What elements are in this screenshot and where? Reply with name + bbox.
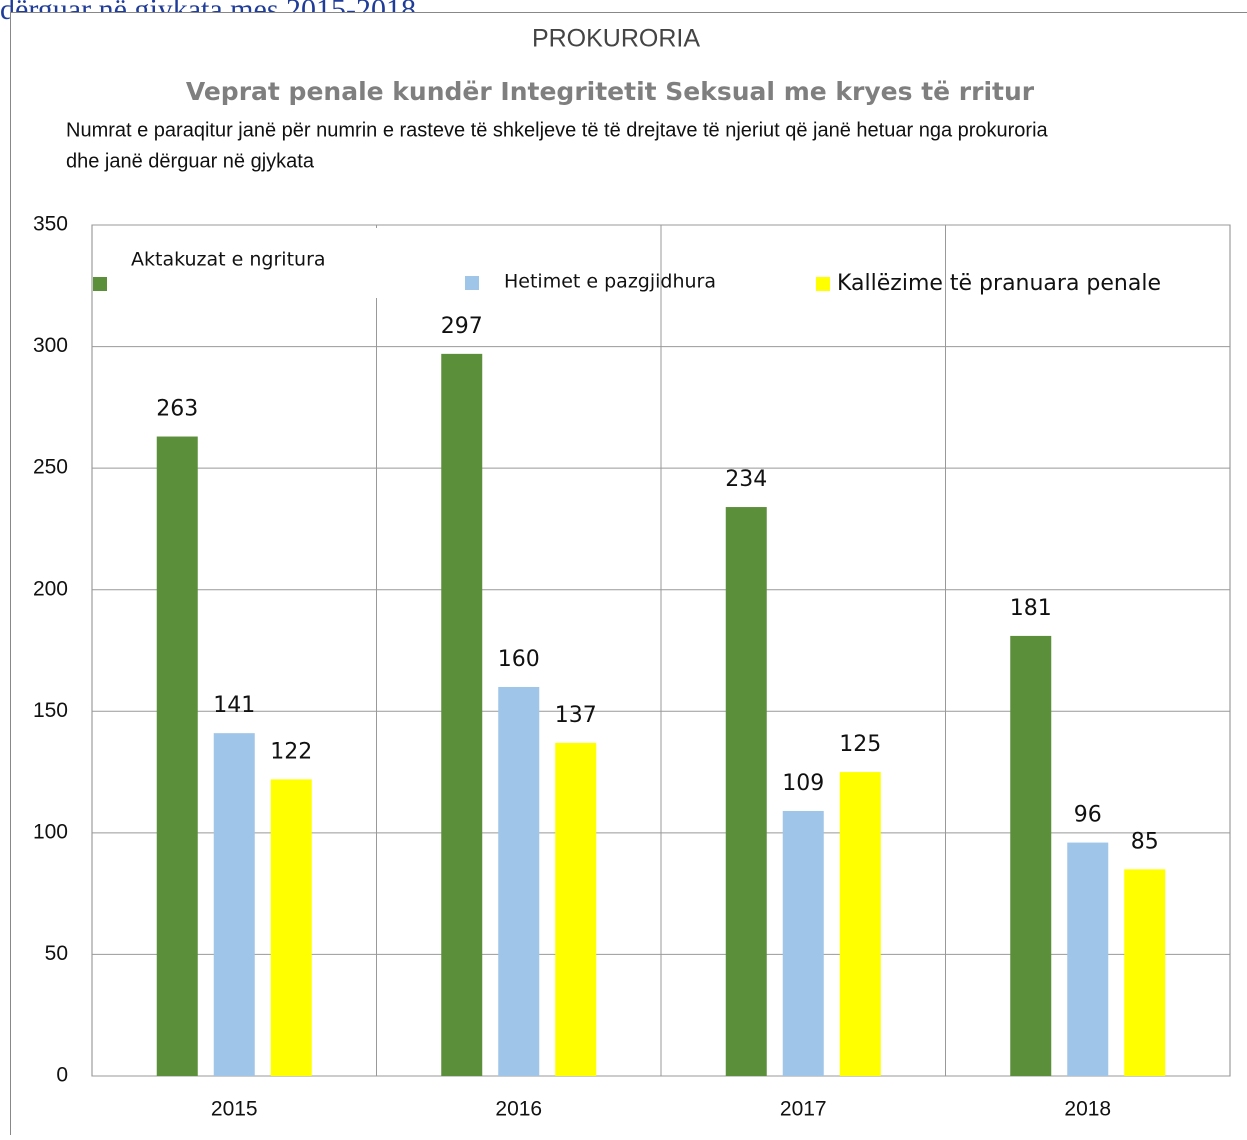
data-label: 122	[270, 739, 312, 764]
data-label: 234	[725, 467, 767, 492]
bar	[783, 811, 824, 1076]
y-tick-label: 100	[33, 820, 68, 843]
chart-title: PROKURORIA	[532, 25, 700, 53]
x-tick-label: 2017	[780, 1098, 827, 1121]
bar	[1124, 869, 1165, 1076]
data-label: 109	[782, 771, 824, 796]
bar	[271, 779, 312, 1076]
legend-swatch	[465, 276, 479, 290]
legend-swatch	[816, 277, 830, 291]
bar	[441, 354, 482, 1076]
bar	[157, 437, 198, 1076]
y-tick-label: 350	[33, 213, 68, 236]
legend-label: Aktakuzat e ngritura	[131, 249, 326, 271]
bar	[498, 687, 539, 1076]
x-tick-label: 2015	[211, 1098, 258, 1121]
data-label: 125	[839, 732, 881, 757]
y-tick-label: 150	[33, 699, 68, 722]
chart-subtitle: Veprat penale kundër Integritetit Seksua…	[186, 77, 1035, 106]
bar	[555, 743, 596, 1076]
legend-label: Kallëzime të pranuara penale	[837, 271, 1161, 296]
data-label: 141	[213, 693, 255, 718]
bar	[1067, 843, 1108, 1076]
y-tick-label: 0	[56, 1064, 68, 1087]
y-tick-label: 250	[33, 456, 68, 479]
y-tick-label: 300	[33, 334, 68, 357]
legend-label: Hetimet e pazgjidhura	[504, 271, 716, 293]
data-label: 137	[555, 703, 597, 728]
y-tick-label: 200	[33, 577, 68, 600]
chart-note: Numrat e paraqitur janë për numrin e ras…	[66, 119, 1049, 141]
y-tick-label: 50	[45, 942, 68, 965]
bar	[726, 507, 767, 1076]
data-label: 263	[156, 397, 198, 422]
data-label: 181	[1010, 596, 1052, 621]
bar	[1010, 636, 1051, 1076]
chart-note: dhe janë dërguar në gjykata	[66, 150, 315, 172]
bar	[840, 772, 881, 1076]
bar	[214, 733, 255, 1076]
x-tick-label: 2016	[495, 1098, 542, 1121]
data-label: 160	[498, 647, 540, 672]
data-label: 96	[1074, 803, 1102, 828]
data-label: 85	[1131, 829, 1159, 854]
x-tick-label: 2018	[1064, 1098, 1111, 1121]
data-label: 297	[441, 314, 483, 339]
legend-swatch	[93, 277, 107, 291]
